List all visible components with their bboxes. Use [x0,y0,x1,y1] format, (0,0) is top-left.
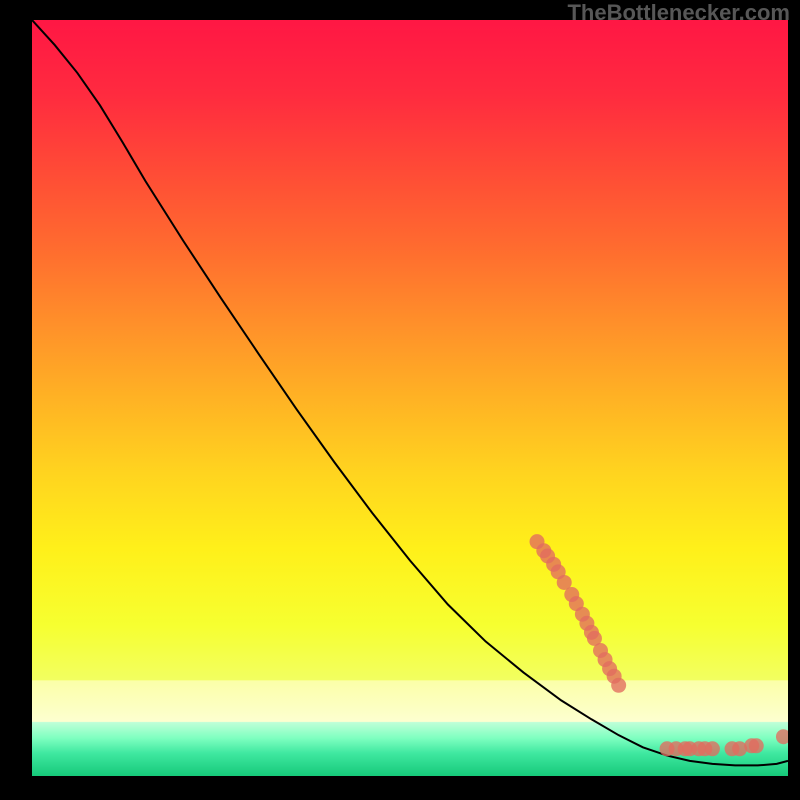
gradient-background [32,20,788,776]
plot-svg [32,20,788,776]
attribution-watermark: TheBottlenecker.com [567,0,790,26]
plot-area [32,20,788,776]
data-marker [749,738,764,753]
data-marker [705,741,720,756]
chart-container: TheBottlenecker.com [0,0,800,800]
data-marker [611,678,626,693]
